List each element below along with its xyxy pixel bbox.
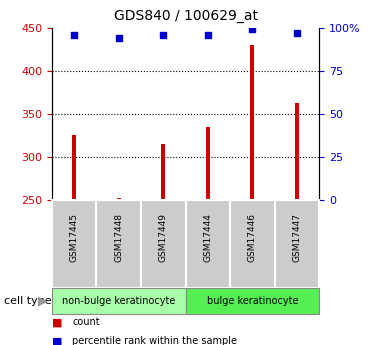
Bar bbox=[52, 200, 96, 288]
Text: GDS840 / 100629_at: GDS840 / 100629_at bbox=[114, 9, 257, 23]
Text: ▶: ▶ bbox=[38, 295, 47, 307]
Text: GSM17446: GSM17446 bbox=[248, 213, 257, 262]
Bar bbox=[230, 200, 275, 288]
Text: non-bulge keratinocyte: non-bulge keratinocyte bbox=[62, 296, 175, 306]
Text: percentile rank within the sample: percentile rank within the sample bbox=[72, 336, 237, 345]
Text: cell type: cell type bbox=[4, 296, 51, 306]
Bar bbox=[72, 136, 76, 200]
Point bbox=[71, 32, 77, 37]
Bar bbox=[275, 200, 319, 288]
Text: ■: ■ bbox=[52, 336, 62, 345]
Point bbox=[160, 32, 166, 37]
Bar bbox=[161, 144, 165, 200]
Text: GSM17448: GSM17448 bbox=[114, 213, 123, 262]
Bar bbox=[52, 288, 186, 314]
Bar bbox=[250, 45, 254, 200]
Bar bbox=[186, 288, 319, 314]
Bar bbox=[295, 103, 299, 200]
Text: count: count bbox=[72, 317, 100, 327]
Point bbox=[205, 32, 211, 37]
Bar bbox=[117, 197, 121, 200]
Bar bbox=[96, 200, 141, 288]
Bar bbox=[141, 200, 186, 288]
Point bbox=[249, 27, 255, 32]
Text: GSM17447: GSM17447 bbox=[292, 213, 301, 262]
Bar bbox=[186, 200, 230, 288]
Bar bbox=[206, 127, 210, 200]
Text: GSM17449: GSM17449 bbox=[159, 213, 168, 262]
Text: ■: ■ bbox=[52, 317, 62, 327]
Point bbox=[294, 30, 300, 36]
Point bbox=[116, 35, 122, 41]
Text: GSM17445: GSM17445 bbox=[70, 213, 79, 262]
Text: GSM17444: GSM17444 bbox=[203, 213, 212, 262]
Text: bulge keratinocyte: bulge keratinocyte bbox=[207, 296, 298, 306]
